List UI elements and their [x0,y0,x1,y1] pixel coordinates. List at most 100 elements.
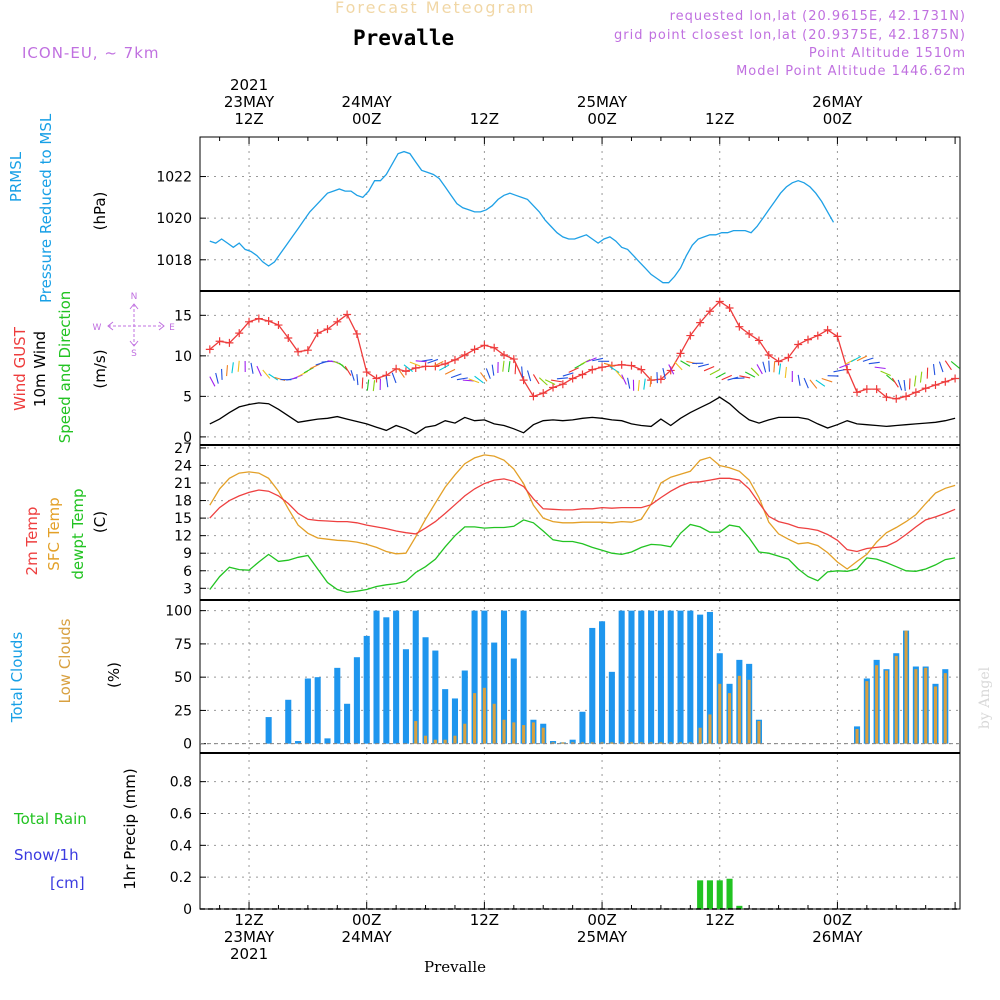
y-tick-label: 10 [174,349,192,365]
time-label-line: 24MAY [341,93,392,111]
low-cloud-bar [443,739,447,744]
sfc-temp-line [209,454,956,570]
wind-direction-arrow [474,375,484,384]
wind-direction-arrow [502,360,505,372]
wind-direction-arrow [444,368,456,375]
wind-gust-marker [401,367,410,376]
wind-direction-arrow [403,364,413,373]
wind-direction-arrow [773,361,776,373]
wind-gust-marker [372,374,381,383]
wind-gust-marker [392,364,401,373]
wind-gust-marker [284,334,293,343]
y-tick-label: 6 [183,564,192,580]
wind-gust-marker [656,375,665,384]
wind-direction-arrow [221,368,223,380]
wind-direction-arrow [226,365,229,377]
low-cloud-bar [620,742,624,744]
low-cloud-bar [875,665,879,744]
time-label-line: 12Z [234,911,264,929]
total-cloud-bar [314,677,321,744]
wind-direction-arrow [527,370,532,382]
wind-direction-arrow [231,362,234,374]
wind-gust-line [209,300,956,400]
total-cloud-bar [461,670,468,744]
wind-gust-marker [794,340,803,349]
total-cloud-bar [471,610,478,744]
wind-direction-arrow [615,370,624,380]
wind-direction-arrow [385,376,389,388]
wind-direction-arrow [356,374,359,386]
wind-direction-arrow [415,360,427,363]
wind-gust-marker [705,307,714,316]
wind-direction-arrow [874,366,886,370]
low-cloud-bar [522,725,526,744]
time-label-line: 12Z [705,911,735,929]
wind-direction-arrow [621,374,627,385]
wind-direction-arrow [491,364,495,376]
wind-direction-arrow [580,359,591,366]
wind-gust-marker [676,349,685,358]
wind-gust-marker [784,353,793,362]
low-cloud-bar [414,721,418,744]
wind-direction-arrow [462,379,474,382]
grid-point-coordinates: grid point closest lon,lat (20.9375E, 42… [614,28,966,43]
wind-direction-arrow [674,361,683,371]
wind-gust-marker [500,351,508,360]
total-cloud-bar [304,678,311,744]
y-tick-label: 1020 [156,211,192,227]
wind-gust-marker [480,341,489,350]
total-cloud-bar [324,738,331,744]
low-cloud-bar [531,722,535,744]
low-cloud-bar [865,681,869,744]
total-cloud-bar [363,635,370,744]
wind-direction-arrow [344,365,352,376]
wind-gust-marker [696,318,705,327]
low-cloud-bar [718,683,722,744]
wind-direction-arrow [649,375,652,387]
y-tick-label: 15 [174,511,192,527]
time-label: 12Z 23MAY 2021 [204,912,294,963]
low-cloud-bar [512,722,516,744]
panel-frame-pressure [199,136,961,292]
wind-gust-marker [490,343,499,352]
wind-direction-arrow [950,361,961,369]
wind-gust-marker [774,357,783,366]
time-label-line: 2021 [229,945,269,963]
time-label-line: 12Z [234,110,264,128]
forecast-title: Forecast Meteogram [335,0,536,17]
low-cloud-bar [659,742,663,744]
total-cloud-bar [295,741,302,744]
wind-direction-arrow [468,378,480,384]
wind-gust-marker [450,355,459,364]
wind-direction-arrow [821,378,833,383]
low-cloud-bar [678,742,683,744]
low-cloud-bar [914,669,918,744]
wind-gust-marker [892,394,901,403]
time-label-line: 25MAY [576,928,628,946]
wind-direction-arrow [903,379,906,391]
wind-gust-marker [519,376,528,385]
total-cloud-bar [599,621,606,744]
panel-frame-wind [199,290,961,446]
wind-gust-marker [294,347,303,356]
wind-gust-marker [274,321,283,330]
wind-gust-marker [715,297,724,306]
wind-direction-arrow [897,379,903,391]
wind-gust-marker [951,374,960,383]
wind-gust-marker [558,380,567,389]
total-cloud-bar [442,689,449,744]
wind-gust-marker [568,374,577,383]
wind-direction-arrow [778,363,782,375]
wind-gust-marker [941,377,950,386]
time-label-line: 25MAY [576,93,628,111]
y-tick-label: 1022 [156,170,192,186]
wind-direction-arrow [586,357,597,363]
total-cloud-bar [402,649,409,744]
time-label-line: 12Z [705,110,735,128]
wind-direction-arrow [709,369,720,376]
wind-direction-arrow [868,361,880,365]
rain-label: Total Rain [14,810,87,828]
wind-gust-marker [911,388,920,397]
low-cloud-bar [894,655,898,744]
dewpoint-line [209,519,956,594]
